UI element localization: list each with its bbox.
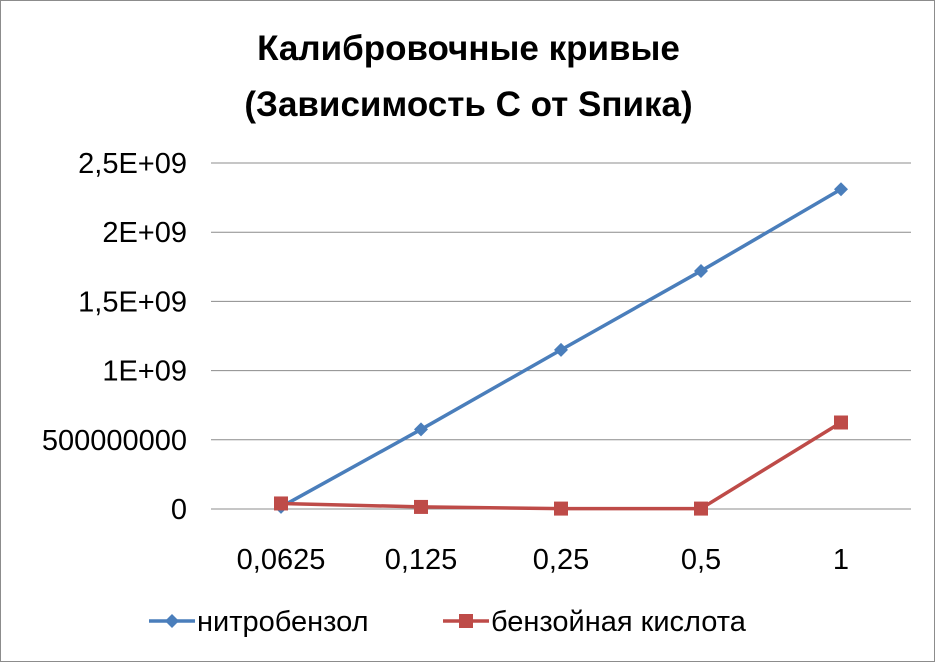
x-tick-label: 0,5: [681, 544, 721, 576]
y-tick-label: 2,5E+09: [78, 148, 187, 180]
x-tick-label: 0,0625: [237, 544, 326, 576]
legend-label: нитробензол: [197, 606, 369, 638]
x-axis-tick-labels: 0,0625 0,125 0,25 0,5 1: [237, 544, 849, 576]
x-tick-label: 1: [833, 544, 849, 576]
x-tick-label: 0,25: [533, 544, 589, 576]
data-point: [694, 501, 708, 516]
gridlines: [211, 162, 911, 510]
legend-marker: [459, 614, 473, 628]
legend-marker: [165, 614, 179, 628]
x-tick-label: 0,125: [385, 544, 458, 576]
data-point: [834, 415, 848, 430]
series-lines: [274, 182, 848, 516]
y-axis-tick-labels: 0 500000000 1E+09 1,5E+09 2E+09 2,5E+09: [42, 148, 187, 526]
data-point: [554, 501, 568, 516]
y-tick-label: 2E+09: [102, 217, 187, 249]
data-point: [414, 499, 428, 514]
data-point: [554, 342, 568, 357]
data-point: [834, 182, 848, 197]
data-point: [414, 422, 428, 437]
data-point: [274, 496, 288, 511]
y-tick-label: 1E+09: [102, 356, 187, 388]
legend-label: бензойная кислота: [491, 606, 747, 638]
y-tick-label: 0: [171, 494, 187, 526]
series-line: [280, 421, 842, 511]
y-tick-label: 1,5E+09: [78, 286, 187, 318]
legend-item-0: нитробензол: [149, 606, 369, 638]
series-1: [274, 415, 848, 516]
data-point: [694, 263, 708, 278]
legend-item-1: бензойная кислота: [443, 606, 747, 638]
legend: нитробензол бензойная кислота: [149, 606, 747, 638]
chart-title-line-2: (Зависимость C от Sпика): [244, 85, 693, 124]
chart-title-line-1: Калибровочные кривые: [257, 29, 680, 68]
y-tick-label: 500000000: [42, 425, 187, 457]
